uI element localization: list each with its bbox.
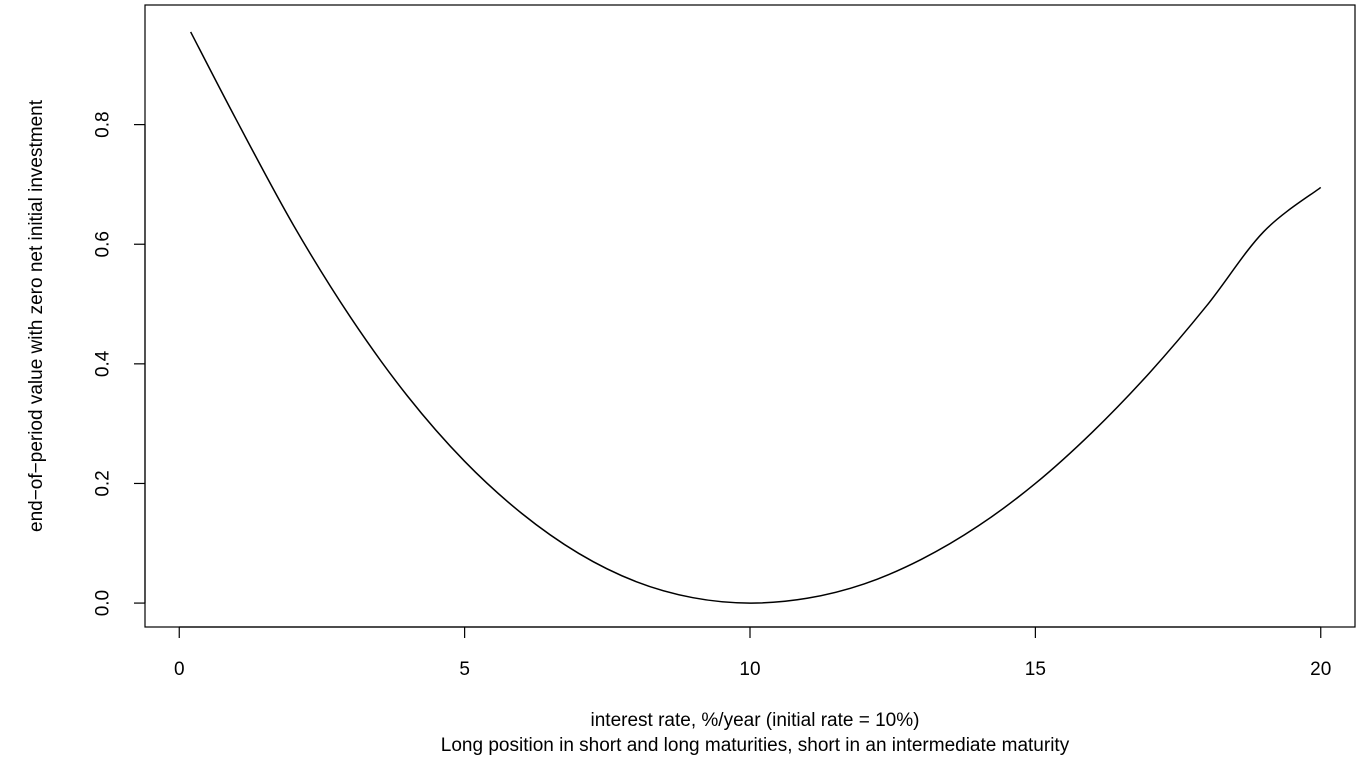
- x-tick-label: 10: [739, 659, 760, 680]
- x-tick-label: 5: [459, 659, 470, 680]
- x-tick-label: 20: [1310, 659, 1331, 680]
- x-tick-label: 0: [174, 659, 185, 680]
- x-tick-label: 15: [1025, 659, 1046, 680]
- x-axis-title: interest rate, %/year (initial rate = 10…: [591, 710, 920, 731]
- y-tick-label: 0.4: [93, 350, 114, 377]
- chart-subtitle: Long position in short and long maturiti…: [441, 735, 1070, 756]
- y-tick-label: 0.2: [93, 470, 114, 496]
- y-tick-label: 0.0: [93, 590, 114, 616]
- series-line: [189, 31, 1322, 604]
- y-tick-label: 0.8: [93, 111, 114, 137]
- y-axis: 0.0 0.2 0.4 0.6 0.8: [93, 111, 146, 616]
- y-tick-label: 0.6: [93, 231, 114, 257]
- y-axis-title: end−of−period value with zero net initia…: [26, 99, 47, 532]
- plot-frame: [144, 4, 1356, 628]
- x-axis: 0 5 10 15 20: [174, 626, 1331, 680]
